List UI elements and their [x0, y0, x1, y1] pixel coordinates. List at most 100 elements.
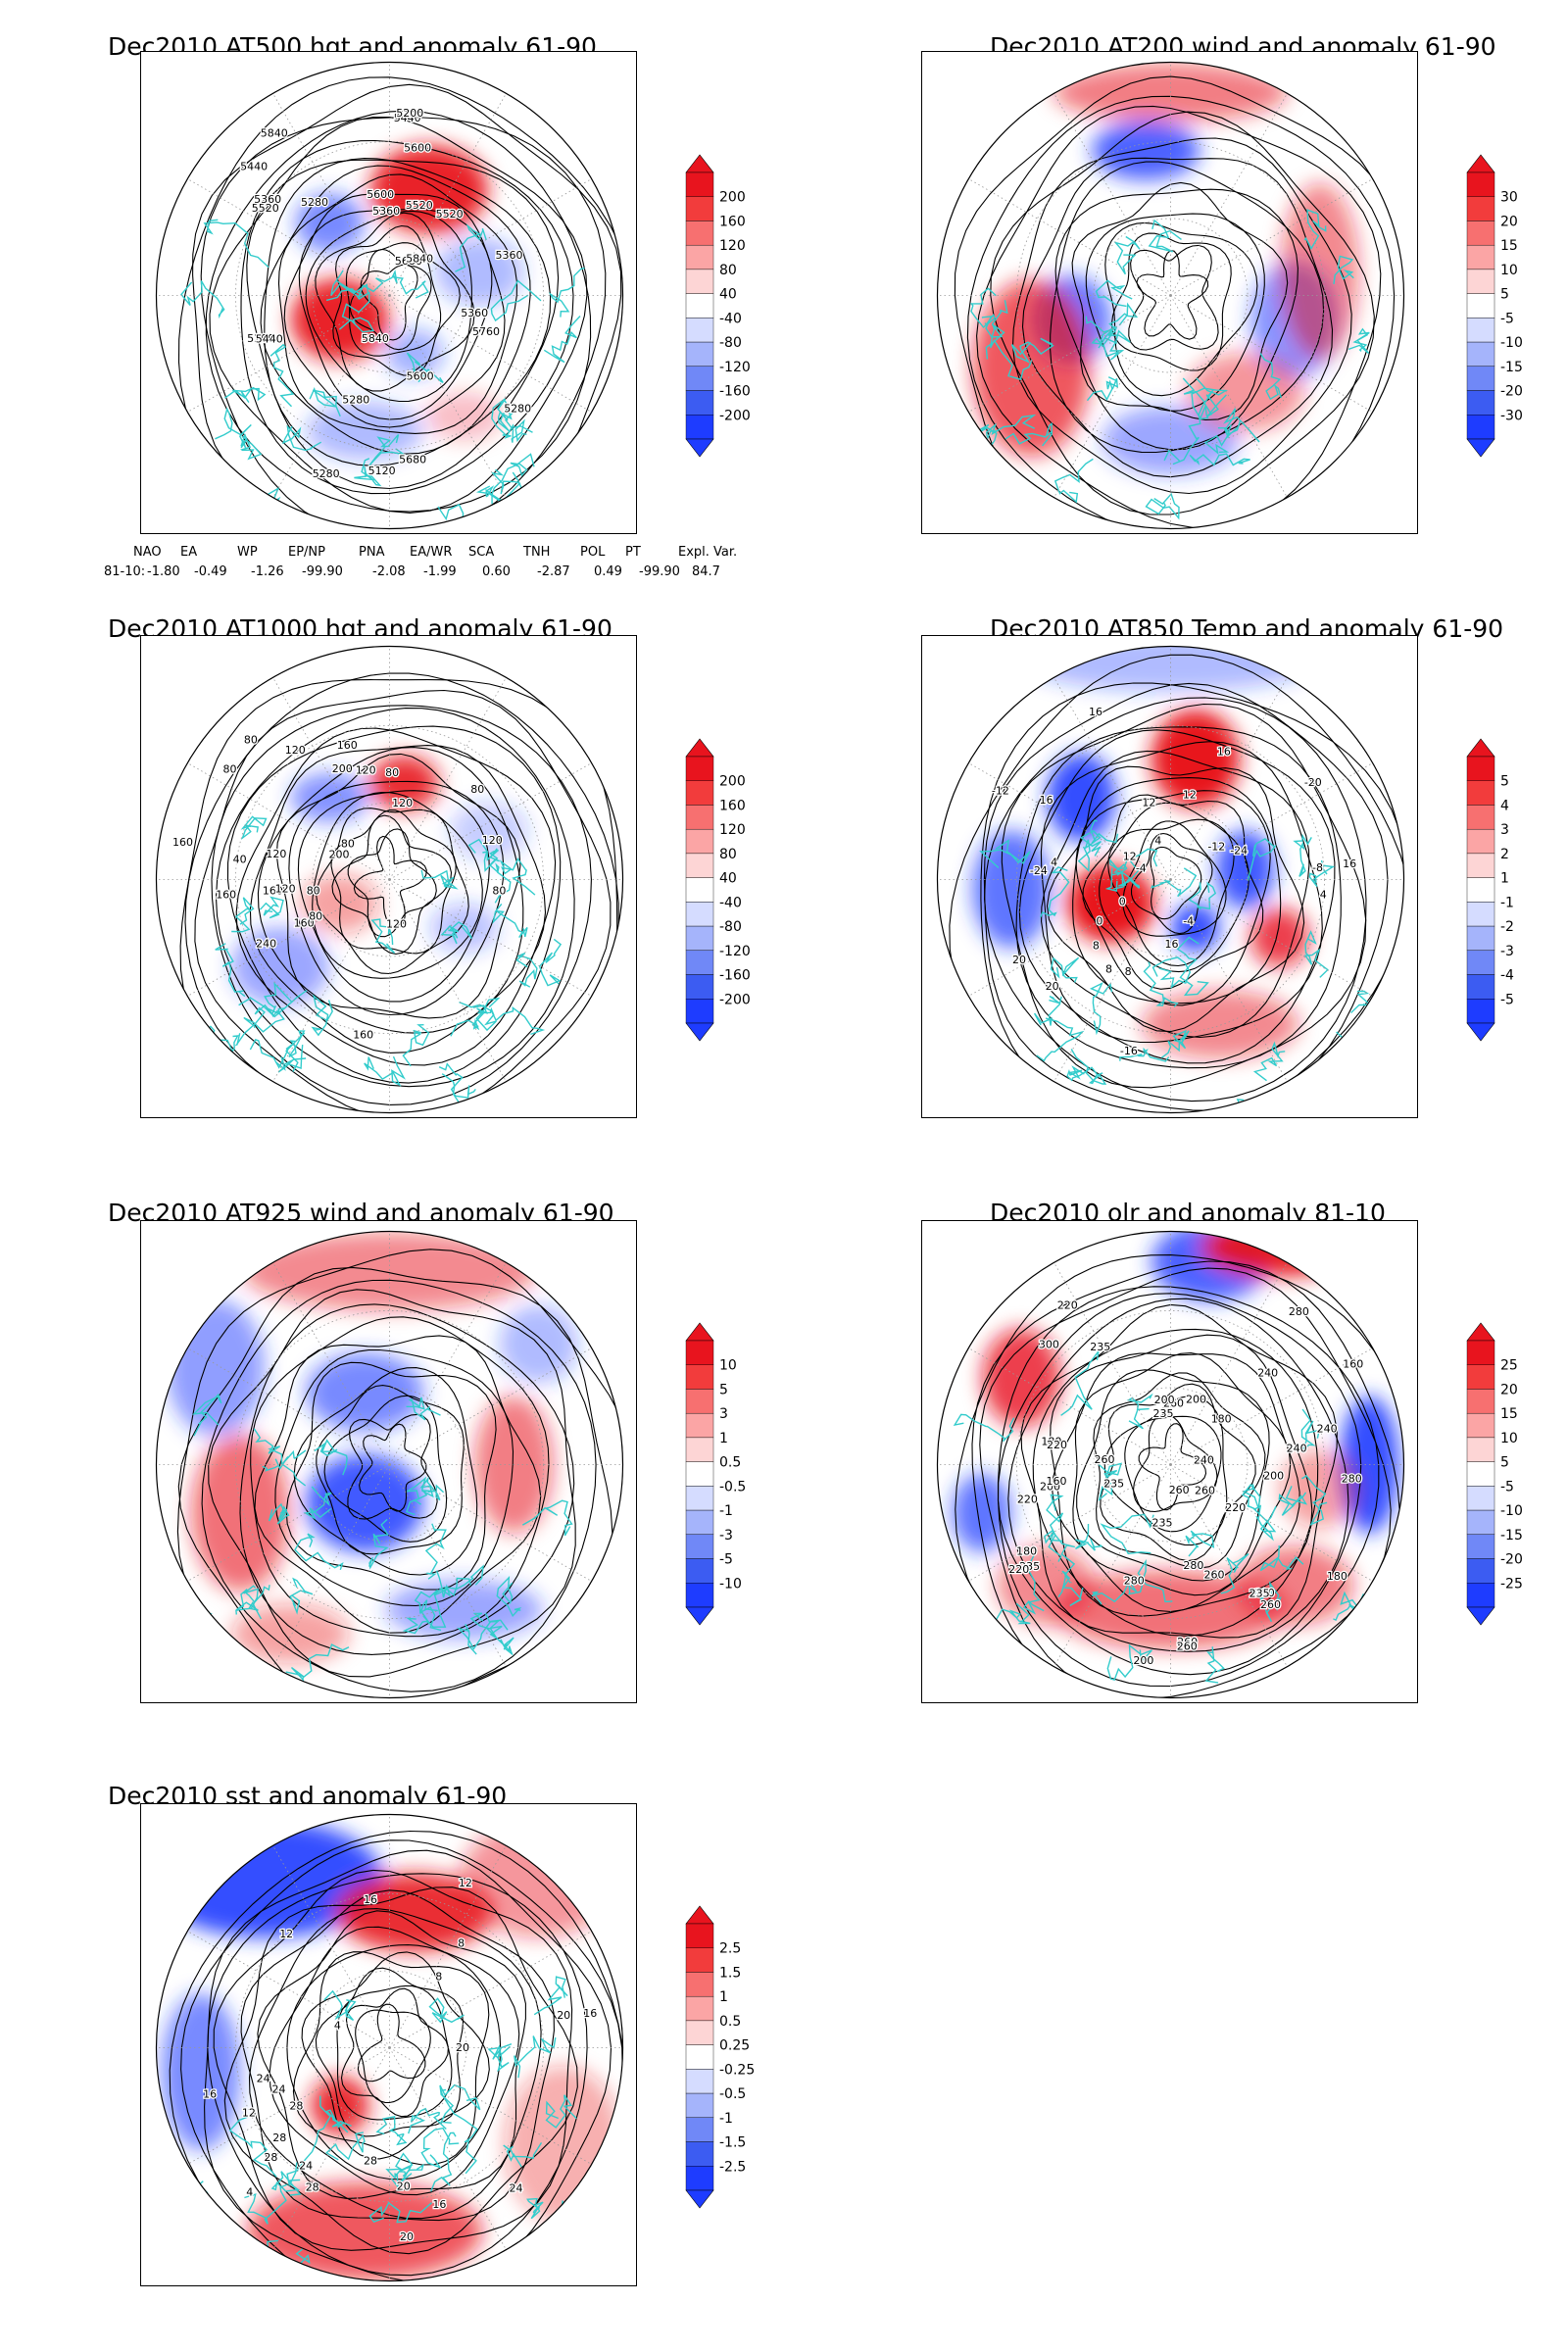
contour-label: 260	[1177, 1640, 1198, 1652]
coastline	[1033, 995, 1062, 1026]
contour-line	[257, 1910, 526, 2199]
positive-anomaly-area	[310, 2076, 369, 2135]
index-row-label: 81-10:	[104, 564, 146, 579]
coastline	[1259, 1544, 1304, 1572]
colorbar-tick-label: -5	[719, 1552, 733, 1568]
coastline	[1080, 830, 1119, 857]
contour-label: 120	[392, 797, 413, 809]
contour-line	[1107, 818, 1235, 967]
contour-label: 80	[341, 837, 355, 850]
colorbar-tick-label: 1	[1500, 871, 1509, 887]
contour-label: 5440	[256, 332, 283, 345]
contour-label: 4	[334, 2020, 341, 2033]
coastline	[1066, 1065, 1099, 1082]
contour-label: 5200	[396, 107, 423, 120]
contour-label: 80	[470, 783, 484, 796]
polar-map-olr: 2802602402352352002802602402202001801801…	[936, 1230, 1405, 1699]
coastline	[1185, 1530, 1215, 1557]
contour-label: 5280	[301, 196, 328, 209]
index-value: -99.90	[639, 564, 680, 579]
contour-line	[1041, 750, 1310, 1039]
colorbar-tick-label: -0.5	[719, 1479, 746, 1494]
colorbar-tick-label: 4	[1500, 799, 1509, 814]
contour-label: 200	[329, 849, 350, 861]
coastline	[969, 287, 997, 328]
contour-label: 5520	[406, 199, 433, 212]
index-value: -1.80	[147, 564, 180, 579]
contour-line	[1050, 1334, 1313, 1617]
coastline	[953, 1413, 1015, 1443]
coastline	[223, 386, 267, 403]
contour-label: 200	[1186, 1393, 1206, 1405]
colorbar-tick-label: -30	[1500, 408, 1523, 423]
index-header: SCA	[468, 545, 495, 560]
positive-anomaly-area	[972, 279, 1091, 457]
contour-label: 5200	[247, 332, 274, 345]
coastline	[234, 990, 308, 1047]
coastline	[545, 2094, 577, 2129]
coastline	[1176, 936, 1209, 997]
contour-label: 8	[1093, 939, 1100, 952]
coastline	[1252, 1504, 1277, 1542]
index-header: PT	[625, 545, 641, 560]
colorbar-tick-label: 0.25	[719, 2038, 750, 2054]
contour-label: 16	[1089, 706, 1102, 718]
coastline	[180, 280, 225, 319]
coastline	[1188, 881, 1217, 910]
index-value: 84.7	[692, 564, 720, 579]
coastline	[274, 1045, 307, 1073]
contour-line	[1103, 1396, 1228, 1546]
coastline	[1113, 863, 1141, 890]
coastline	[1102, 329, 1131, 361]
contour-line	[359, 1423, 427, 1512]
contour-label: 8	[435, 1971, 442, 1984]
coastline	[1308, 859, 1336, 888]
coastline	[370, 918, 396, 955]
contour-line	[240, 139, 574, 495]
index-header: NAO	[133, 545, 162, 560]
contour-line	[248, 1908, 542, 2220]
contour-label: -24	[1030, 864, 1048, 877]
contour-label: 8	[1125, 965, 1132, 978]
coastline	[1333, 255, 1354, 284]
coastline	[439, 2083, 481, 2124]
coastline	[354, 458, 382, 487]
coastline	[1126, 1393, 1153, 1430]
contour-line	[1104, 221, 1258, 397]
coastline	[286, 2095, 331, 2186]
contour-label: 0	[1096, 914, 1102, 927]
coastline	[391, 270, 429, 299]
contour-label: 260	[1169, 1484, 1190, 1496]
contour-label: 120	[266, 848, 286, 860]
contour-label: 5280	[342, 394, 369, 407]
negative-anomaly-area	[306, 401, 424, 461]
coastline	[406, 1476, 428, 1515]
positive-anomaly-area	[1280, 182, 1359, 360]
colorbar-at200: 30 20 15 10 5 -5 -10 -15 -20 -30	[1466, 154, 1523, 458]
coastline	[1143, 961, 1179, 1007]
negative-anomaly-area	[952, 1473, 1011, 1552]
colorbar-tick-label: -40	[719, 311, 742, 326]
contour-label: 5520	[436, 208, 464, 220]
contour-label: 80	[309, 909, 322, 922]
colorbar-tick-label: -3	[1500, 944, 1514, 959]
contour-label: 200	[1263, 1470, 1284, 1483]
colorbar-tick-label: 2.5	[719, 1941, 741, 1957]
contour-label: 16	[1040, 794, 1054, 807]
colorbar-tick-label: -200	[719, 992, 751, 1007]
positive-anomaly-area	[424, 391, 504, 441]
coastline	[428, 1997, 465, 2024]
colorbar-tick-label: 5	[719, 1383, 728, 1398]
positive-anomaly-area	[1151, 710, 1240, 808]
polar-map-at500: 5840584056805600552054405360528052005120…	[155, 61, 624, 530]
contour-label: 160	[353, 1029, 373, 1042]
coastline	[1085, 316, 1118, 348]
map-at925	[140, 1220, 637, 1703]
negative-anomaly-area	[306, 1453, 424, 1552]
colorbar-tick-label: -200	[719, 408, 751, 423]
contour-label: 12	[1123, 851, 1137, 863]
colorbar-tick-label: 40	[719, 287, 737, 303]
negative-anomaly-area	[1170, 903, 1220, 953]
contour-label: 80	[307, 884, 320, 897]
contour-line	[1138, 1423, 1207, 1511]
